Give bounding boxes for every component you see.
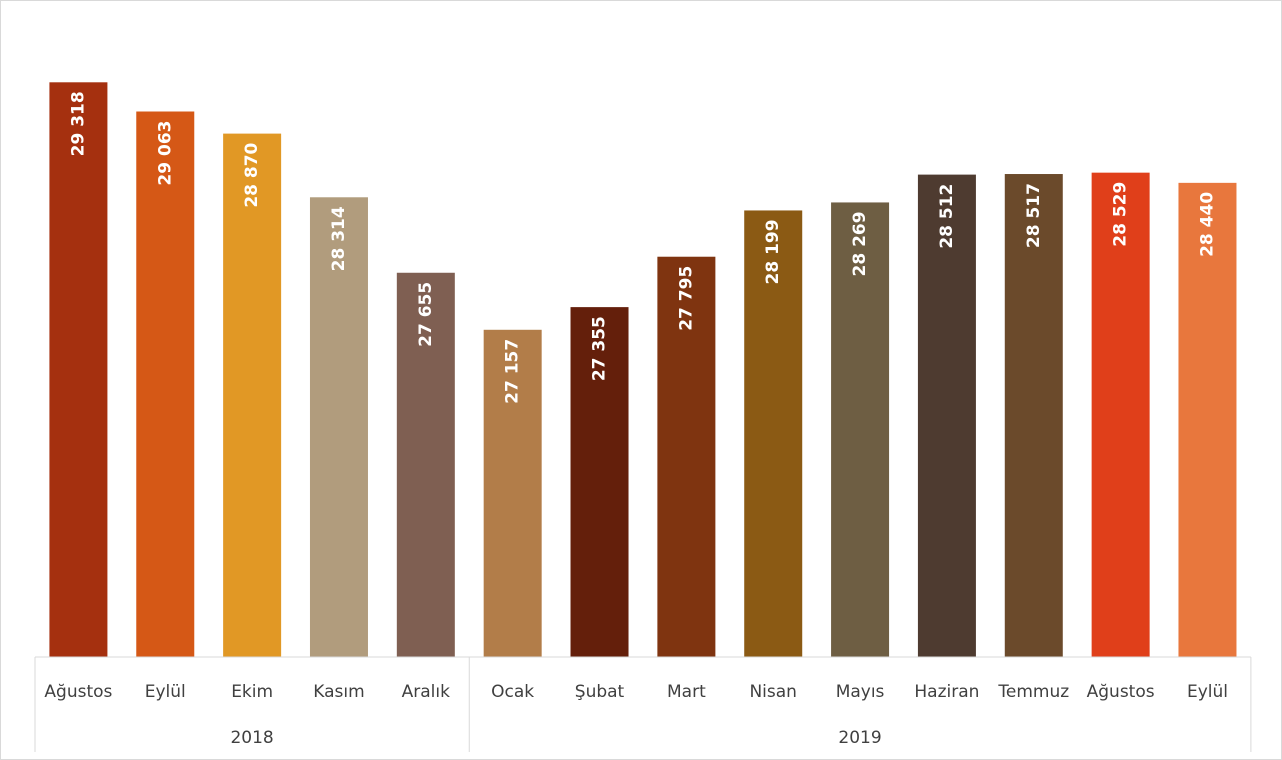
x-tick-label: Şubat [575, 682, 625, 702]
bar [1004, 174, 1063, 657]
data-label: 27 655 [416, 282, 436, 347]
x-tick-label: Temmuz [997, 682, 1069, 702]
bar [831, 202, 890, 657]
x-tick-label: Eylül [145, 682, 186, 702]
x-tick-label: Mart [667, 682, 706, 702]
x-tick-label: Mayıs [836, 682, 885, 702]
data-label: 28 199 [763, 219, 783, 284]
bar [744, 210, 803, 657]
x-tick-label: Ocak [491, 682, 534, 702]
bar [1178, 182, 1237, 657]
bar [136, 111, 195, 657]
bar [483, 329, 542, 657]
x-tick-label: Ağustos [1087, 682, 1155, 702]
bar [309, 197, 368, 657]
bar [1091, 172, 1150, 657]
data-label: 28 517 [1024, 183, 1044, 248]
x-tick-label: Haziran [914, 682, 979, 702]
data-label: 29 318 [68, 91, 88, 156]
data-label: 28 269 [850, 211, 870, 276]
bar [223, 133, 282, 658]
x-tick-label: Nisan [749, 682, 797, 702]
data-label: 28 440 [1197, 192, 1217, 257]
data-label: 28 529 [1111, 182, 1131, 247]
x-tick-label: Aralık [402, 682, 450, 702]
data-label: 27 795 [676, 266, 696, 331]
bar [396, 272, 455, 657]
bar [917, 174, 976, 658]
data-label: 28 512 [937, 184, 957, 249]
bar [657, 256, 716, 657]
bar [570, 307, 629, 657]
data-label: 28 314 [329, 206, 349, 271]
x-group-label: 2019 [838, 728, 881, 748]
x-tick-label: Ağustos [44, 682, 112, 702]
x-group-label: 2018 [230, 728, 273, 748]
x-tick-label: Kasım [313, 682, 364, 702]
data-label: 29 063 [155, 121, 175, 186]
x-tick-label: Eylül [1187, 682, 1228, 702]
data-label: 27 355 [590, 316, 610, 381]
bar [49, 82, 108, 658]
data-label: 27 157 [503, 339, 523, 404]
x-tick-label: Ekim [231, 682, 273, 702]
data-label: 28 870 [242, 142, 262, 207]
